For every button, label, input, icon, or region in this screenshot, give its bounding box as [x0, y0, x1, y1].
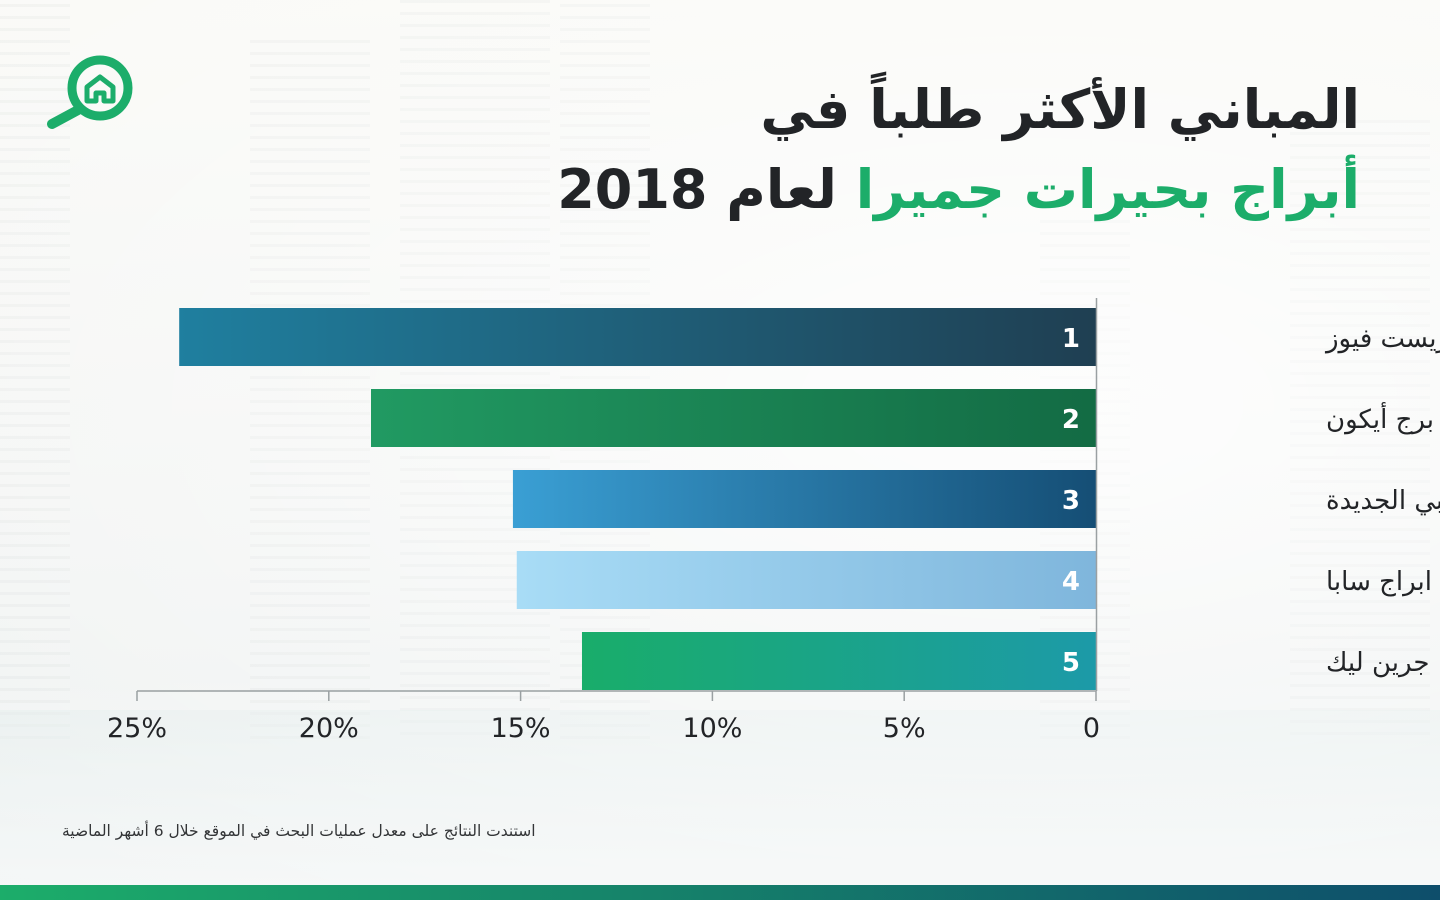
x-tick-label: 5%	[883, 713, 926, 744]
title-line-2: أبراج بحيرات جميرا لعام 2018	[460, 150, 1360, 230]
x-tick-label: 25%	[107, 713, 167, 744]
title-year: لعام 2018	[557, 158, 837, 221]
title-line-1: المباني الأكثر طلباً في	[760, 78, 1360, 141]
bar-3	[512, 470, 1096, 528]
bar-rank-label: 5	[1062, 648, 1080, 678]
bar-rank-label: 3	[1062, 486, 1080, 516]
bar-rank-label: 1	[1062, 324, 1080, 354]
category-label: جولد كريست فيوز	[1324, 324, 1440, 354]
x-tick-label: 20%	[299, 713, 359, 744]
bar-1	[179, 308, 1097, 366]
x-tick-label: 10%	[682, 713, 742, 744]
bar-2	[370, 389, 1097, 447]
bar-rank-label: 2	[1062, 405, 1080, 435]
bar-4	[516, 551, 1096, 609]
category-label: جرين ليك	[1326, 648, 1429, 678]
x-tick-label: 15%	[491, 713, 551, 744]
category-label: برج أيكون	[1326, 401, 1434, 435]
category-label: بوابة دبي الجديدة	[1326, 486, 1440, 516]
bottom-accent-bar	[0, 885, 1440, 900]
footnote: استندت النتائج على معدل عمليات البحث في …	[62, 822, 536, 840]
page-title: المباني الأكثر طلباً في أبراج بحيرات جمي…	[460, 70, 1360, 230]
title-accent: أبراج بحيرات جميرا	[855, 158, 1360, 221]
category-label: ابراج سابا	[1326, 567, 1432, 597]
house-search-icon	[47, 55, 133, 129]
bar-5	[581, 632, 1096, 690]
bar-rank-label: 4	[1062, 567, 1080, 597]
bar-chart: 1 جولد كريست فيوز 2 برج أيكون 3 بوابة دبي الج…	[107, 298, 1440, 744]
x-tick-label: 0	[1083, 713, 1100, 744]
